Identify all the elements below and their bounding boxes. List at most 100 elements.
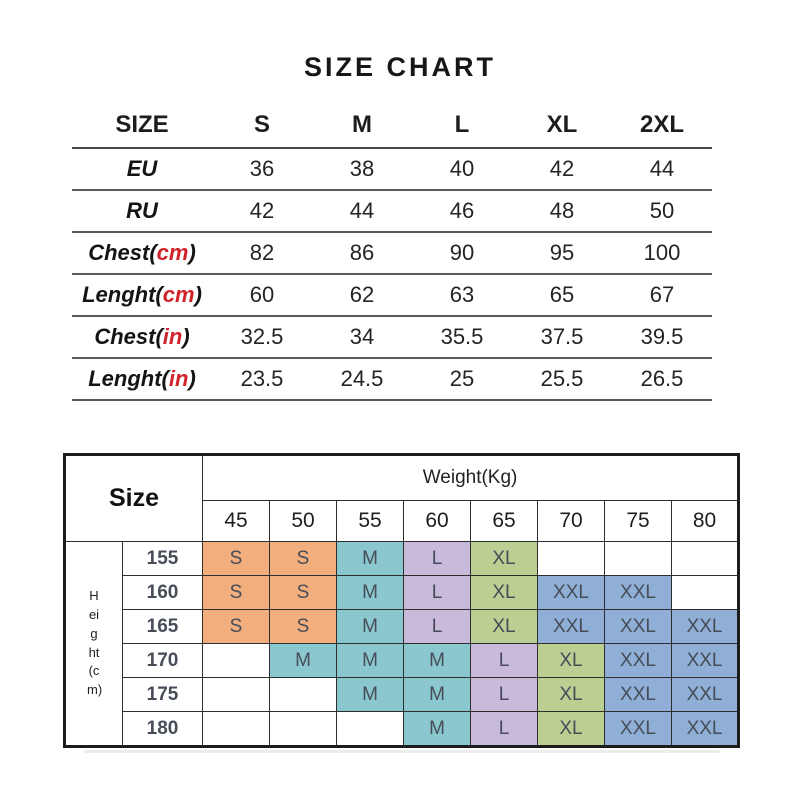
matrix-row-160: 160 S S M L XL XXL XXL bbox=[65, 575, 740, 610]
value-cell: 44 bbox=[612, 148, 712, 191]
size-cell: L bbox=[470, 677, 538, 712]
size-cell: XL bbox=[537, 677, 605, 712]
row-label-text: RU bbox=[126, 198, 158, 223]
value-cell: 42 bbox=[212, 190, 312, 233]
row-label-close: ) bbox=[188, 366, 196, 391]
weight-column-header: 45 bbox=[202, 500, 270, 542]
value-cell: 60 bbox=[212, 274, 312, 317]
value-cell: 67 bbox=[612, 274, 712, 317]
matrix-row-180: 180 M L XL XXL XXL bbox=[65, 711, 740, 747]
value-cell: 100 bbox=[612, 232, 712, 275]
matrix-row-155: Height(cm) 155 S S M L XL bbox=[64, 541, 740, 747]
row-label-text: Lenght( bbox=[88, 366, 169, 391]
size-cell: S bbox=[269, 541, 337, 576]
weight-columns-row: 45 50 55 60 65 70 75 80 bbox=[65, 500, 740, 542]
height-axis-text: Height(cm) bbox=[87, 587, 103, 698]
weight-column-header: 60 bbox=[403, 500, 471, 542]
matrix-row-175: 175 M M L XL XXL XXL bbox=[65, 677, 740, 712]
corner-size-label: Size bbox=[64, 454, 203, 542]
row-label-unit: cm bbox=[156, 240, 189, 265]
page-title: SIZE CHART bbox=[304, 52, 496, 82]
size-cell bbox=[202, 643, 270, 678]
size-cell: L bbox=[403, 541, 471, 576]
size-cell: XL bbox=[470, 541, 538, 576]
row-label: EU bbox=[72, 148, 212, 191]
size-cell bbox=[670, 541, 740, 576]
weight-column-header: 75 bbox=[604, 500, 672, 542]
value-cell: 36 bbox=[212, 148, 312, 191]
value-cell: 44 bbox=[312, 190, 412, 233]
size-cell: M bbox=[403, 711, 471, 747]
size-cell: S bbox=[202, 541, 270, 576]
value-cell: 24.5 bbox=[312, 358, 412, 401]
size-cell: L bbox=[403, 575, 471, 610]
table-shadow-artifact bbox=[84, 750, 720, 753]
weight-column-header: 80 bbox=[670, 500, 740, 542]
row-label-close: ) bbox=[188, 240, 196, 265]
matrix-row-165: 165 S S M L XL XXL XXL XXL bbox=[65, 609, 740, 644]
size-cell: XXL bbox=[604, 711, 672, 747]
value-cell: 23.5 bbox=[212, 358, 312, 401]
row-label: Chest(cm) bbox=[72, 232, 212, 275]
column-header-s: S bbox=[212, 103, 312, 149]
size-cell bbox=[604, 541, 672, 576]
table-row-length-in: Lenght(in) 23.5 24.5 25 25.5 26.5 bbox=[72, 358, 712, 401]
table-row-ru: RU 42 44 46 48 50 bbox=[72, 190, 712, 233]
value-cell: 46 bbox=[412, 190, 512, 233]
size-cell bbox=[537, 541, 605, 576]
matrix-header-row: Size Weight(Kg) bbox=[64, 454, 740, 542]
row-label: Chest(in) bbox=[72, 316, 212, 359]
height-axis-label: Height(cm) bbox=[64, 541, 123, 747]
value-cell: 50 bbox=[612, 190, 712, 233]
value-cell: 34 bbox=[312, 316, 412, 359]
height-row-header: 165 bbox=[122, 609, 203, 644]
size-cell: XXL bbox=[537, 609, 605, 644]
size-cell: XL bbox=[537, 711, 605, 747]
size-cell: XL bbox=[470, 575, 538, 610]
size-cell: XXL bbox=[670, 677, 740, 712]
size-cell: XXL bbox=[537, 575, 605, 610]
row-label-text: Chest( bbox=[88, 240, 157, 265]
value-cell: 25 bbox=[412, 358, 512, 401]
size-cell: M bbox=[336, 643, 404, 678]
value-cell: 90 bbox=[412, 232, 512, 275]
height-row-header: 155 bbox=[122, 541, 203, 576]
size-cell: M bbox=[336, 677, 404, 712]
size-cell bbox=[269, 677, 337, 712]
value-cell: 40 bbox=[412, 148, 512, 191]
size-cell: XXL bbox=[604, 643, 672, 678]
size-cell: S bbox=[269, 575, 337, 610]
table-row-eu: EU 36 38 40 42 44 bbox=[72, 148, 712, 191]
row-label-text: Chest( bbox=[94, 324, 163, 349]
table-row-chest-cm: Chest(cm) 82 86 90 95 100 bbox=[72, 232, 712, 275]
size-cell bbox=[670, 575, 740, 610]
value-cell: 62 bbox=[312, 274, 412, 317]
table-header-row: SIZE S M L XL 2XL bbox=[72, 103, 712, 149]
weight-column-header: 65 bbox=[470, 500, 538, 542]
size-cell: XXL bbox=[670, 609, 740, 644]
value-cell: 38 bbox=[312, 148, 412, 191]
weight-column-header: 55 bbox=[336, 500, 404, 542]
row-label-close: ) bbox=[194, 282, 202, 307]
row-label-text: Lenght( bbox=[82, 282, 163, 307]
size-cell bbox=[202, 711, 270, 747]
height-row-header: 180 bbox=[122, 711, 203, 747]
value-cell: 48 bbox=[512, 190, 612, 233]
row-label-unit: in bbox=[162, 324, 183, 349]
size-cell: S bbox=[269, 609, 337, 644]
size-cell: M bbox=[336, 575, 404, 610]
value-cell: 63 bbox=[412, 274, 512, 317]
size-cell: M bbox=[403, 677, 471, 712]
row-label: Lenght(in) bbox=[72, 358, 212, 401]
value-cell: 32.5 bbox=[212, 316, 312, 359]
size-measurements-table: SIZE S M L XL 2XL EU 36 38 40 42 44 RU 4… bbox=[72, 103, 712, 401]
value-cell: 25.5 bbox=[512, 358, 612, 401]
weight-group-header: Weight(Kg) bbox=[201, 454, 740, 501]
value-cell: 35.5 bbox=[412, 316, 512, 359]
height-row-header: 160 bbox=[122, 575, 203, 610]
height-row-header: 170 bbox=[122, 643, 203, 678]
size-cell: L bbox=[470, 711, 538, 747]
value-cell: 39.5 bbox=[612, 316, 712, 359]
size-cell bbox=[202, 677, 270, 712]
weight-column-header: 70 bbox=[537, 500, 605, 542]
